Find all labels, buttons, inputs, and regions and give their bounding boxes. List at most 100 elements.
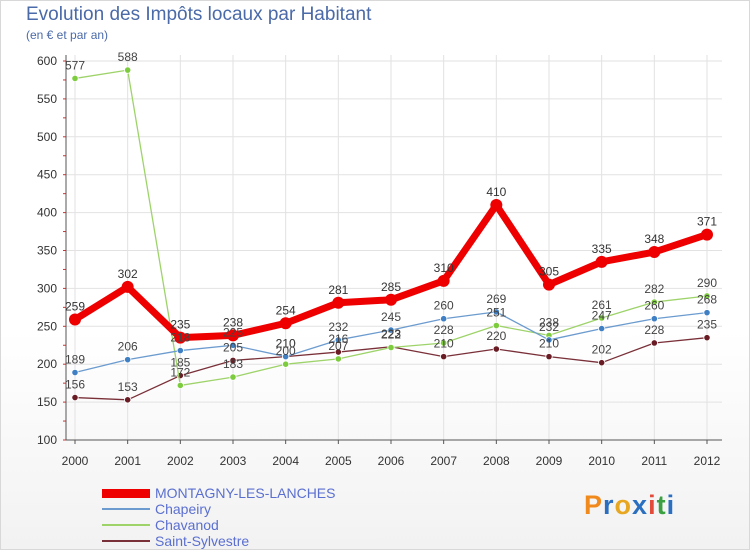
- y-tick-label: 550: [37, 92, 57, 106]
- series-3-label-5: 216: [328, 332, 348, 346]
- series-1-point-8: [492, 308, 500, 316]
- series-1-label-2: 218: [170, 331, 190, 345]
- series-0-label-3: 238: [223, 315, 243, 329]
- series-2-label-6: 222: [381, 328, 401, 342]
- series-1-label-5: 232: [328, 320, 348, 334]
- series-1-point-4: [282, 353, 290, 361]
- series-3-label-7: 210: [434, 337, 454, 351]
- series-3-point-5: [334, 348, 342, 356]
- series-0-label-10: 335: [592, 242, 612, 256]
- series-0-label-11: 348: [644, 232, 664, 246]
- series-0-point-4: [279, 317, 292, 330]
- x-tick-label: 2001: [114, 454, 141, 468]
- series-layer: [69, 66, 713, 404]
- series-3-label-10: 202: [592, 343, 612, 357]
- series-2-point-1: [124, 66, 132, 74]
- y-tick-label: 600: [37, 54, 57, 68]
- series-2-label-7: 228: [434, 323, 454, 337]
- series-2-label-1: 588: [118, 50, 138, 64]
- x-tick-label: 2000: [62, 454, 89, 468]
- series-0-label-4: 254: [276, 303, 296, 317]
- logo-letter: x: [632, 490, 649, 520]
- series-1-label-6: 245: [381, 310, 401, 324]
- series-2-label-12: 290: [697, 276, 717, 290]
- legend-swatch-montagny: [102, 488, 150, 498]
- series-1-label-1: 206: [118, 340, 138, 354]
- series-0-point-7: [437, 274, 450, 287]
- series-1-label-10: 247: [592, 309, 612, 323]
- series-1-label-0: 189: [65, 353, 85, 367]
- y-tick-label: 150: [37, 395, 57, 409]
- series-2-label-9: 238: [539, 315, 559, 329]
- grid-layer: [66, 55, 722, 441]
- series-3-point-0: [71, 393, 79, 402]
- series-1-point-2: [176, 346, 184, 355]
- series-3-label-2: 185: [170, 356, 190, 370]
- logo-letter: i: [666, 490, 676, 520]
- y-tick-label: 400: [37, 206, 57, 220]
- legend-label-saint-sylvestre: Saint-Sylvestre: [155, 533, 250, 549]
- series-0-label-8: 410: [486, 185, 506, 199]
- series-0-point-5: [332, 296, 345, 309]
- axis-layer: 100 150 200 250 300 350 400 450 500 550 600 2000 200…: [37, 54, 722, 468]
- chart-subtitle: (en € et par an): [26, 28, 109, 42]
- series-2-point-11: [650, 298, 658, 306]
- y-tick-label: 300: [37, 281, 57, 295]
- legend-label-montagny: MONTAGNY-LES-LANCHES: [155, 485, 336, 501]
- series-2-label-0: 577: [65, 58, 85, 72]
- x-tick-label: 2008: [483, 454, 510, 468]
- series-0-label-6: 285: [381, 280, 401, 294]
- legend-item-saint-sylvestre[interactable]: Saint-Sylvestre: [102, 533, 422, 549]
- series-1-point-5: [334, 336, 342, 344]
- legend-label-chapeiry: Chapeiry: [155, 501, 212, 517]
- legend-swatch-chavanod: [102, 524, 150, 526]
- series-0-point-3: [227, 329, 239, 342]
- series-3-point-11: [650, 339, 658, 347]
- y-tick-label: 100: [37, 433, 57, 447]
- series-1-point-6: [387, 326, 395, 334]
- series-3-label-8: 220: [486, 329, 506, 343]
- y-tick-label: 200: [37, 357, 57, 371]
- legend-swatch-chapeiry: [102, 508, 150, 510]
- series-1-label-9: 232: [539, 320, 559, 334]
- legend-item-chapeiry[interactable]: Chapeiry: [102, 501, 422, 517]
- series-1-label-12: 268: [697, 293, 717, 307]
- series-2-point-12: [703, 292, 711, 300]
- series-3-label-11: 228: [644, 323, 664, 337]
- y-tick-label: 500: [37, 130, 57, 144]
- legend: MONTAGNY-LES-LANCHES Chapeiry Chavanod S…: [102, 485, 422, 549]
- series-0-point-11: [648, 246, 661, 259]
- logo-letter: i: [648, 490, 657, 520]
- series-0-label-2: 235: [170, 318, 190, 332]
- series-3-label-9: 210: [539, 337, 559, 351]
- legend-item-chavanod[interactable]: Chavanod: [102, 517, 422, 533]
- series-2-label-2: 172: [170, 365, 190, 379]
- series-0-point-8: [490, 199, 503, 212]
- series-1-point-11: [650, 315, 658, 323]
- series-1-label-4: 210: [276, 337, 296, 351]
- series-3-label-3: 205: [223, 340, 243, 354]
- logo-letter: o: [614, 490, 633, 520]
- legend-item-montagny[interactable]: MONTAGNY-LES-LANCHES: [102, 485, 422, 501]
- series-0-point-10: [595, 255, 608, 268]
- series-0-label-7: 310: [434, 261, 454, 275]
- x-tick-label: 2012: [694, 454, 721, 468]
- series-3-label-0: 156: [65, 378, 85, 392]
- series-1-point-3: [229, 341, 237, 349]
- series-0-point-6: [385, 293, 397, 306]
- x-tick-label: 2006: [378, 454, 405, 468]
- series-1-point-0: [71, 368, 79, 377]
- series-3-point-7: [440, 353, 448, 361]
- series-2-point-3: [229, 373, 237, 381]
- series-2-point-6: [387, 343, 395, 352]
- series-1-point-12: [703, 309, 711, 317]
- logo-letter: t: [656, 490, 667, 520]
- x-tick-label: 2003: [220, 454, 247, 468]
- series-2-label-5: 207: [328, 339, 348, 353]
- series-3-point-3: [229, 356, 237, 365]
- series-3-label-4: 210: [276, 337, 296, 351]
- series-1-label-11: 260: [644, 299, 664, 313]
- series-0-point-9: [543, 278, 555, 291]
